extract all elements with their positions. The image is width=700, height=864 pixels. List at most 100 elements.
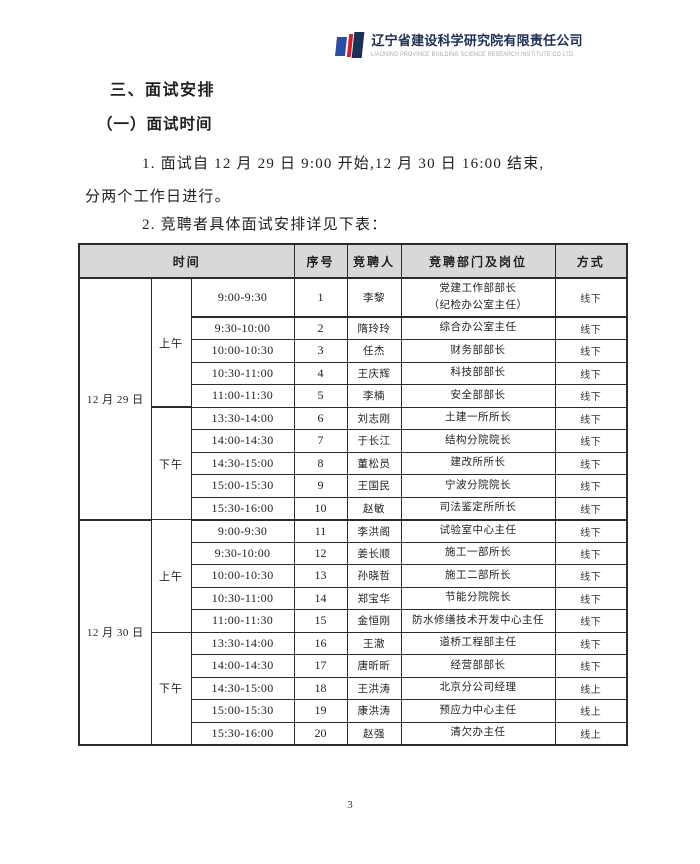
mode-cell: 线下 <box>554 316 628 340</box>
candidate-cell: 李楠 <box>346 384 402 408</box>
seq-cell: 4 <box>293 361 348 385</box>
schedule-table-body: 12 月 29 日上午 9:00-9:30 1 李黎 党建工作部部长 （纪检办公室主任）… <box>78 277 628 745</box>
mode-cell: 线下 <box>554 339 628 363</box>
time-cell: 10:00-10:30 <box>190 564 295 588</box>
time-cell: 11:00-11:30 <box>190 609 295 633</box>
seq-cell: 11 <box>293 519 348 543</box>
mode-cell: 线上 <box>554 676 628 700</box>
time-cell: 9:00-9:30 <box>190 519 295 543</box>
position-cell: 宁波分院院长 <box>400 474 556 498</box>
position-cell: 施工一部所长 <box>400 541 556 565</box>
time-cell: 15:30-16:00 <box>190 721 295 745</box>
position-cell: 预应力中心主任 <box>400 699 556 723</box>
candidate-cell: 康洪涛 <box>346 699 402 723</box>
position-cell: 安全部部长 <box>400 384 556 408</box>
time-cell: 9:00-9:30 <box>190 277 295 318</box>
seq-cell: 19 <box>293 699 348 723</box>
time-cell: 9:30-10:00 <box>190 316 295 340</box>
interview-schedule-table: 时间 序号 竞聘人 竞聘部门及岗位 方式 12 月 29 日上午 9:00-9:3… <box>78 243 629 746</box>
time-cell: 14:00-14:30 <box>190 654 295 678</box>
subsection-heading: （一）面试时间 <box>97 116 213 133</box>
paragraph-line: 分两个工作日进行。 <box>85 189 231 205</box>
schedule-row: 15:00-15:30 19 康洪涛 预应力中心主任 线上 <box>79 699 628 723</box>
seq-cell: 17 <box>293 654 348 678</box>
schedule-row: 9:30-10:00 2 隋玲玲 综合办公室主任 线下 <box>79 316 628 340</box>
schedule-row: 下午 13:30-14:00 16 王澈 道桥工程部主任 线下 <box>79 631 628 745</box>
mode-cell: 线下 <box>554 429 628 453</box>
candidate-cell: 王洪涛 <box>346 676 402 700</box>
company-name-en: LIAONING PROVINCE BUILDING SCIENCE RESEA… <box>371 51 576 58</box>
mode-cell: 线下 <box>554 564 628 588</box>
position-cell: 经营部部长 <box>400 654 556 678</box>
logo-navy-shape <box>352 32 365 58</box>
seq-cell: 12 <box>293 541 348 565</box>
schedule-row: 14:30-15:00 8 董松员 建改所所长 线下 <box>79 451 628 475</box>
candidate-cell: 董松员 <box>346 451 402 475</box>
mode-cell: 线下 <box>554 631 628 655</box>
period-cell: 上午 <box>150 277 192 408</box>
candidate-cell: 郑宝华 <box>346 586 402 610</box>
schedule-row: 11:00-11:30 5 李楠 安全部部长 线下 <box>79 384 628 408</box>
candidate-cell: 隋玲玲 <box>346 316 402 340</box>
position-cell: 节能分院院长 <box>400 586 556 610</box>
date-cell: 12 月 29 日 <box>78 277 152 521</box>
candidate-cell: 赵强 <box>346 721 402 745</box>
time-cell: 15:00-15:30 <box>190 474 295 498</box>
period-cell: 下午 <box>150 631 192 745</box>
position-cell: 党建工作部部长 （纪检办公室主任） <box>400 277 556 318</box>
candidate-cell: 王澈 <box>346 631 402 655</box>
candidate-cell: 任杰 <box>346 339 402 363</box>
position-cell: 北京分公司经理 <box>400 676 556 700</box>
candidate-cell: 王国民 <box>346 474 402 498</box>
schedule-row: 9:30-10:00 12 姜长顺 施工一部所长 线下 <box>79 541 628 565</box>
table-header-row: 时间 序号 竞聘人 竞聘部门及岗位 方式 <box>78 243 628 279</box>
mode-cell: 线上 <box>554 721 628 745</box>
candidate-cell: 唐昕昕 <box>346 654 402 678</box>
candidate-cell: 姜长顺 <box>346 541 402 565</box>
position-cell: 防水修缮技术开发中心主任 <box>400 609 556 633</box>
schedule-row: 12 月 30 日上午 9:00-9:30 11 李洪阁 试验室中心主任 线下 <box>78 519 628 745</box>
mode-cell: 线下 <box>554 451 628 475</box>
seq-cell: 1 <box>293 277 348 318</box>
seq-cell: 9 <box>293 474 348 498</box>
candidate-cell: 王庆辉 <box>346 361 402 385</box>
position-cell: 道桥工程部主任 <box>400 631 556 655</box>
mode-cell: 线上 <box>554 699 628 723</box>
position-cell: 建改所所长 <box>400 451 556 475</box>
mode-cell: 线下 <box>554 384 628 408</box>
candidate-cell: 李洪阁 <box>346 519 402 543</box>
schedule-row: 14:00-14:30 17 唐昕昕 经营部部长 线下 <box>79 654 628 678</box>
paragraph-line: 1. 面试自 12 月 29 日 9:00 开始,12 月 30 日 16:00… <box>142 156 545 172</box>
seq-cell: 7 <box>293 429 348 453</box>
paragraph-table-intro: 2. 竞聘者具体面试安排详见下表： <box>142 217 388 233</box>
seq-cell: 8 <box>293 451 348 475</box>
schedule-row: 15:30-16:00 10 赵敏 司法鉴定所所长 线下 <box>79 496 628 521</box>
company-logo: 辽宁省建设科学研究院有限责任公司 LIAONING PROVINCE BUILD… <box>334 30 614 60</box>
mode-cell: 线下 <box>554 474 628 498</box>
schedule-row: 10:00-10:30 13 孙晓哲 施工二部所长 线下 <box>79 564 628 588</box>
mode-cell: 线下 <box>554 609 628 633</box>
schedule-row: 15:30-16:00 20 赵强 清欠办主任 线上 <box>79 721 628 745</box>
schedule-row: 12 月 29 日上午 9:00-9:30 1 李黎 党建工作部部长 （纪检办公室主任）… <box>78 277 628 521</box>
period-cell: 上午 <box>150 519 192 633</box>
candidate-cell: 于长江 <box>346 429 402 453</box>
mode-cell: 线下 <box>554 496 628 521</box>
page-number: 3 <box>347 799 353 811</box>
time-cell: 11:00-11:30 <box>190 384 295 408</box>
candidate-cell: 赵敏 <box>346 496 402 521</box>
mode-cell: 线下 <box>554 586 628 610</box>
seq-cell: 5 <box>293 384 348 408</box>
seq-cell: 13 <box>293 564 348 588</box>
position-cell: 司法鉴定所所长 <box>400 496 556 521</box>
section-heading: 三、面试安排 <box>110 82 216 99</box>
seq-cell: 6 <box>293 406 348 430</box>
interview-schedule-table-wrap: 时间 序号 竞聘人 竞聘部门及岗位 方式 12 月 29 日上午 9:00-9:3… <box>78 243 629 746</box>
seq-cell: 10 <box>293 496 348 521</box>
date-cell: 12 月 30 日 <box>78 519 152 745</box>
mode-cell: 线下 <box>554 541 628 565</box>
mode-cell: 线下 <box>554 519 628 543</box>
company-logo-text: 辽宁省建设科学研究院有限责任公司 LIAONING PROVINCE BUILD… <box>371 30 614 58</box>
period-cell: 下午 <box>150 406 192 520</box>
time-cell: 14:30-15:00 <box>190 451 295 475</box>
mode-cell: 线下 <box>554 361 628 385</box>
